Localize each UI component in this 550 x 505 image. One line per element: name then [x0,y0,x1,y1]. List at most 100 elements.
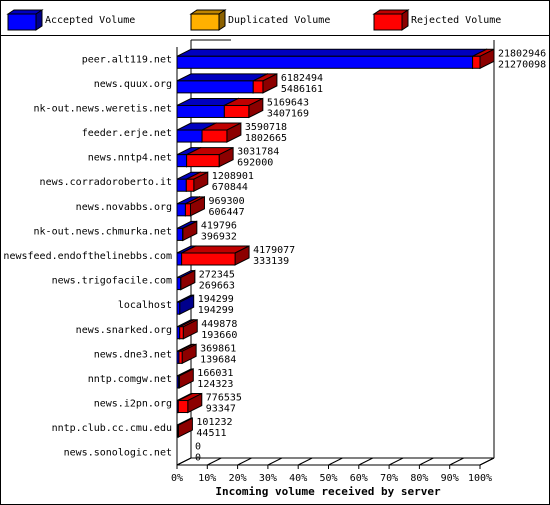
y-tick-label: localhost [118,300,172,311]
bar [176,129,203,143]
legend-swatch [7,13,37,31]
y-tick-label: newsfeed.endofthelinebbs.com [3,251,172,262]
bar [201,129,228,143]
legend-label: Duplicated Volume [228,15,330,26]
y-tick-label: peer.alt119.net [82,54,172,65]
legend-swatch [401,9,409,31]
bar [176,178,187,192]
legend-swatch [190,13,220,31]
bar [176,104,225,118]
data-label: 969300 [208,196,244,207]
legend-label: Rejected Volume [411,15,501,26]
floor-line [479,457,495,466]
data-label: 396932 [201,231,237,242]
y-tick-label: news.dne3.net [94,349,172,360]
data-label: 21270098 [498,59,546,70]
bar [176,80,254,94]
data-label: 93347 [206,404,236,415]
bar [176,277,182,291]
bar [176,203,186,217]
data-label: 194299 [198,305,234,316]
data-label: 194299 [198,294,234,305]
x-axis-title: Incoming volume received by server [215,485,441,498]
data-label: 3590718 [245,122,287,133]
bar [176,252,183,266]
x-tick-label: 60% [350,473,368,484]
bar [178,375,180,389]
x-tick-label: 40% [289,473,307,484]
y-tick-label: news.i2pn.org [94,399,172,410]
data-label: 5486161 [281,84,323,95]
bar [472,55,481,69]
x-tick-label: 20% [229,473,247,484]
y-tick-label: news.corradoroberto.it [40,177,172,188]
bar [176,55,474,69]
floor-line [297,457,313,466]
y-tick-label: news.quux.org [94,79,172,90]
y-tick-label: feeder.erje.net [82,128,172,139]
data-label: 1208901 [212,171,254,182]
data-label: 1802665 [245,133,287,144]
data-label: 101232 [196,417,232,428]
y-tick-label: nk-out.news.weretis.net [34,103,172,114]
data-label: 124323 [197,379,233,390]
bar [176,227,184,241]
data-label: 3407169 [267,108,309,119]
x-tick-label: 30% [259,473,277,484]
legend-swatch [373,13,403,31]
floor-line [419,457,434,466]
x-tick-label: 90% [441,473,459,484]
bar-top [176,48,487,57]
y-tick-label: news.snarked.org [76,325,172,336]
data-label: 692000 [237,158,273,169]
bar [176,154,188,168]
bar [178,350,183,364]
data-label: 21802946 [498,48,546,59]
x-tick-label: 0% [171,473,183,484]
y-tick-label: news.novabbs.org [76,202,172,213]
bar [252,80,264,94]
legend-swatch [218,9,226,31]
data-label: 3031784 [237,147,279,158]
bar [184,203,191,217]
floor-line [449,457,464,466]
data-label: 269663 [199,281,235,292]
legend-swatch [35,9,43,31]
floor-line [237,457,252,466]
x-tick-label: 10% [198,473,216,484]
y-tick-label: news.nntp4.net [88,153,172,164]
bar [223,104,250,118]
y-tick-label: news.sonologic.net [64,448,172,459]
floor-line [207,457,222,466]
bar [185,178,195,192]
data-label: 0 [195,442,201,453]
data-label: 272345 [199,270,235,281]
x-tick-label: 80% [410,473,428,484]
data-label: 0 [195,453,201,464]
data-label: 166031 [197,368,233,379]
data-label: 4179077 [253,245,295,256]
data-label: 139684 [200,354,236,365]
data-label: 369861 [200,343,236,354]
y-tick-label: nk-out.news.chmurka.net [34,226,172,237]
x-tick-label: 70% [380,473,398,484]
x-tick-label: 50% [319,473,337,484]
legend-label: Accepted Volume [45,15,135,26]
data-label: 5169643 [267,97,309,108]
data-label: 606447 [208,207,244,218]
data-label: 333139 [253,256,289,267]
data-label: 193660 [201,330,237,341]
x-tick-label: 100% [468,473,492,484]
bar [176,301,181,315]
data-label: 776535 [206,393,242,404]
data-label: 419796 [201,220,237,231]
data-label: 6182494 [281,73,323,84]
floor-line [388,457,404,466]
y-tick-label: nntp.comgw.net [88,374,172,385]
data-label: 670844 [212,182,248,193]
bar [186,154,220,168]
y-tick-label: nntp.club.cc.cmu.edu [52,423,172,434]
bar [179,326,184,340]
floor-line [328,457,343,466]
